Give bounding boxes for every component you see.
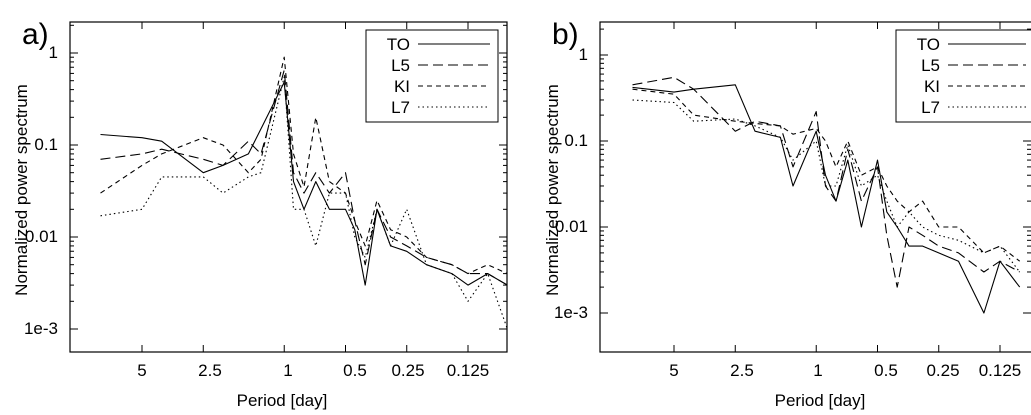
panel-b-x-tick-0.5: 0.5 <box>874 361 898 380</box>
panel-b-series-L5 <box>632 76 1020 288</box>
panel-a-legend-label-TO: TO <box>387 35 410 54</box>
panel-a: a) Normalized power spectrum Period [day… <box>12 18 508 410</box>
panel-a-y-tick-labels: 1 0.1 0.01 1e-3 <box>24 43 58 338</box>
panel-a-y-tick-1e-3: 1e-3 <box>24 319 58 338</box>
panel-a-letter: a) <box>22 18 49 51</box>
panel-a-y-tick-0.1: 0.1 <box>34 135 58 154</box>
panel-a-x-axis-label: Period [day] <box>237 391 328 410</box>
panel-a-y-tick-1: 1 <box>49 43 58 62</box>
panel-b-x-tick-0.25: 0.25 <box>926 361 959 380</box>
panel-a-x-tick-1: 1 <box>283 361 292 380</box>
panel-a-x-tick-0.125: 0.125 <box>447 361 490 380</box>
panel-a-series-group <box>70 22 507 352</box>
panel-a-legend-label-L7: L7 <box>391 98 410 117</box>
panel-b-legend-label-TO: TO <box>917 35 940 54</box>
panel-b-legend-box <box>895 29 1031 123</box>
panel-a-x-tick-labels: 5 2.5 1 0.5 0.25 0.125 <box>137 361 489 380</box>
panel-a-x-tick-5: 5 <box>137 361 146 380</box>
panel-a-x-tick-0.25: 0.25 <box>391 361 424 380</box>
panel-a-legend: TO L5 KI L7 <box>365 29 499 123</box>
panel-b-y-tick-labels: 1 0.1 0.01 1e-3 <box>554 45 588 322</box>
panel-b-x-tick-0.125: 0.125 <box>979 361 1022 380</box>
panel-a-plot-frame <box>69 21 508 353</box>
panel-a-legend-label-L5: L5 <box>391 56 410 75</box>
panel-b-x-tick-5: 5 <box>669 361 678 380</box>
panel-b-series-L7 <box>632 99 1021 273</box>
panel-b-x-tick-labels: 5 2.5 1 0.5 0.25 0.125 <box>669 361 1021 380</box>
panel-b: b) Normalized power spectrum Period [day… <box>543 18 1031 410</box>
panel-b-legend: TO L5 KI L7 <box>895 29 1031 123</box>
panel-b-y-tick-1: 1 <box>579 45 588 64</box>
panel-a-series-KI <box>100 56 507 275</box>
panel-a-x-tick-0.5: 0.5 <box>343 361 367 380</box>
panel-b-legend-label-L7: L7 <box>921 98 940 117</box>
panel-a-y-tick-0.01: 0.01 <box>25 227 58 246</box>
panel-b-x-axis-label: Period [day] <box>775 391 866 410</box>
panel-b-legend-label-KI: KI <box>924 77 940 96</box>
panel-b-y-tick-0.1: 0.1 <box>564 131 588 150</box>
panel-b-letter: b) <box>552 18 579 51</box>
panel-b-x-tick-2.5: 2.5 <box>730 361 754 380</box>
panel-a-y-axis-label: Normalized power spectrum <box>12 84 31 296</box>
panel-b-plot-frame <box>599 21 1031 353</box>
panel-b-y-tick-0.01: 0.01 <box>555 217 588 236</box>
panel-b-y-axis-label: Normalized power spectrum <box>543 84 562 296</box>
panel-b-y-tick-1e-3: 1e-3 <box>554 303 588 322</box>
panel-b-series-TO <box>632 84 1021 314</box>
panel-a-series-TO <box>100 81 507 286</box>
panel-b-x-tick-1: 1 <box>813 361 822 380</box>
panel-a-legend-label-KI: KI <box>394 77 410 96</box>
panel-a-x-tick-2.5: 2.5 <box>198 361 222 380</box>
panel-b-legend-label-L5: L5 <box>921 56 940 75</box>
